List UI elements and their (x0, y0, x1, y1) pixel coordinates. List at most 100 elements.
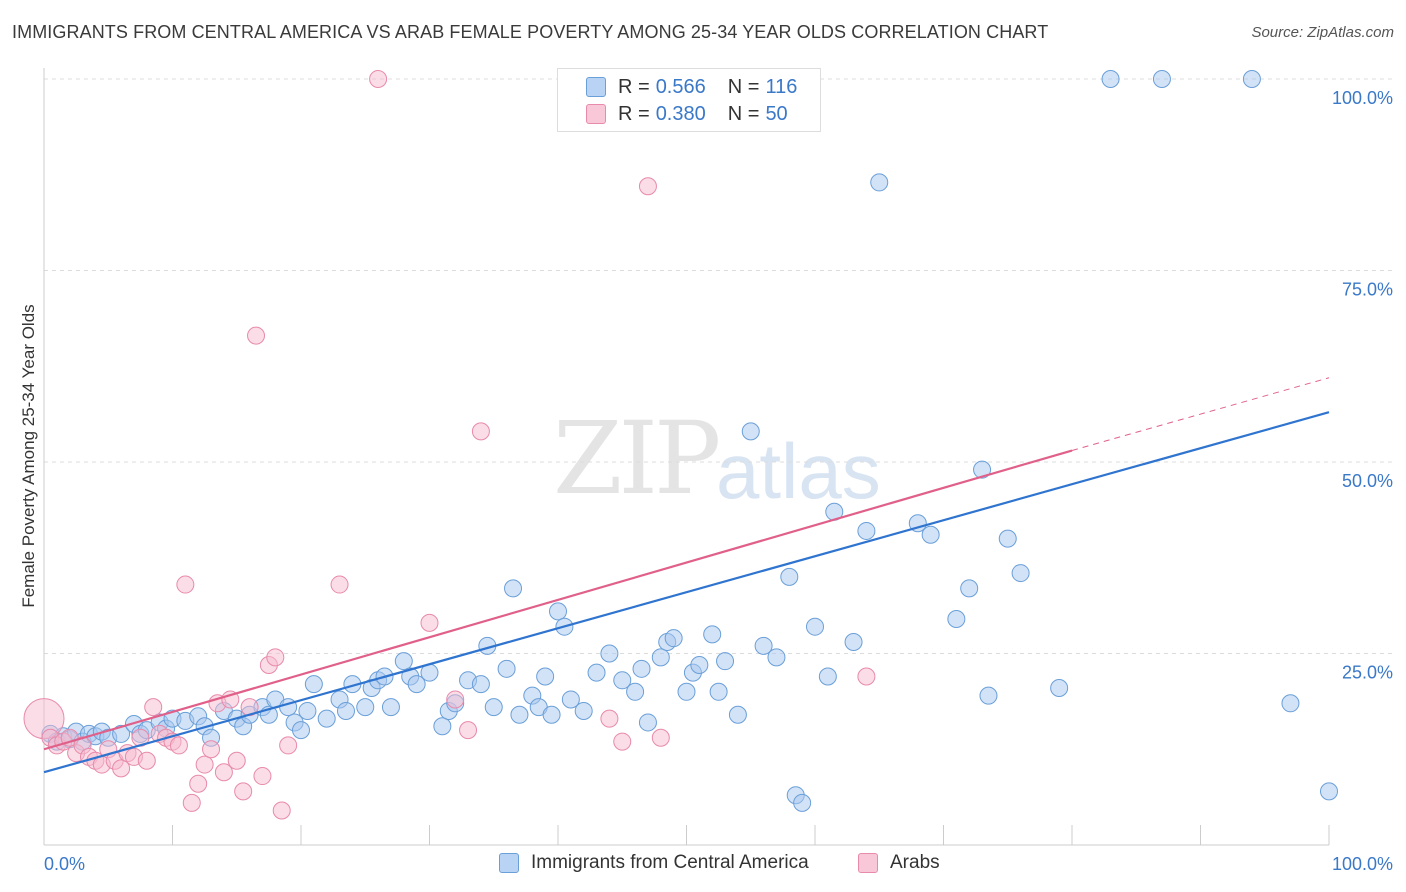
bottom-legend-pink: Arabs (858, 850, 940, 876)
bottom-legend-swatch-blue (499, 853, 519, 873)
data-point-arabs (446, 690, 465, 709)
bottom-legend-label-pink: Arabs (890, 852, 940, 873)
data-point-arabs (330, 575, 349, 594)
data-point-central-america (561, 690, 580, 709)
data-point-arabs (279, 736, 298, 755)
y-axis-title: Female Poverty Among 25-34 Year Olds (19, 304, 38, 607)
data-point-central-america (632, 659, 651, 678)
data-point-central-america (767, 648, 786, 667)
data-point-central-america (304, 675, 323, 694)
data-point-central-america (638, 713, 657, 732)
data-point-central-america (574, 701, 593, 720)
trend-layer (43, 377, 1330, 774)
data-point-arabs (189, 774, 208, 793)
data-point-central-america (754, 636, 773, 655)
data-point-central-america (433, 717, 452, 736)
y-tick-label: 50.0% (1342, 471, 1393, 491)
data-point-central-america (979, 686, 998, 705)
data-point-central-america (613, 671, 632, 690)
data-point-central-america (298, 701, 317, 720)
data-point-central-america (536, 667, 555, 686)
legend-row-pink: R = 0.380 N = 50 (586, 102, 788, 126)
data-point-arabs (613, 732, 632, 751)
bottom-legend-label-blue: Immigrants from Central America (531, 852, 809, 873)
data-point-central-america (356, 698, 375, 717)
data-point-central-america (497, 659, 516, 678)
data-point-arabs (227, 751, 246, 770)
legend-n-label: N = (727, 75, 760, 98)
data-point-central-america (806, 617, 824, 636)
data-point-arabs (369, 70, 388, 88)
data-point-central-america (780, 567, 799, 586)
data-point-arabs (459, 721, 478, 740)
data-point-central-america (728, 705, 747, 724)
data-point-central-america (709, 682, 728, 701)
data-point-central-america (677, 682, 696, 701)
data-point-central-america (542, 705, 561, 724)
data-point-arabs (253, 767, 272, 786)
data-point-central-america (973, 460, 992, 479)
source-label: Source: ZipAtlas.com (1251, 24, 1394, 41)
data-point-arabs (272, 801, 291, 820)
data-point-central-america (471, 675, 490, 694)
data-point-central-america (1152, 70, 1171, 88)
label-layer: 25.0% 50.0% 75.0% 100.0% 0.0% 100.0% Female Po… (19, 88, 1393, 874)
data-point-central-america (484, 698, 503, 717)
data-point-arabs (266, 648, 285, 667)
legend-swatch-pink (586, 104, 606, 124)
legend-row-blue: R = 0.566 N = 116 (586, 75, 797, 99)
data-point-central-america (960, 579, 979, 598)
data-point-arabs (137, 751, 156, 770)
data-point-central-america (703, 625, 722, 644)
legend-box: R = 0.566 N = 116 R = 0.380 N = 50 (557, 68, 821, 132)
watermark-zip: ZIP (553, 400, 721, 517)
data-point-central-america (947, 610, 966, 629)
data-point-central-america (998, 529, 1017, 548)
data-point-central-america (793, 793, 812, 812)
data-point-central-america (664, 629, 683, 648)
legend-n-label: N = (727, 102, 760, 125)
data-point-central-america (600, 644, 619, 663)
data-point-central-america (549, 602, 567, 621)
data-point-arabs (857, 667, 876, 686)
x-tick-label: 0.0% (44, 854, 85, 874)
data-point-arabs (144, 698, 163, 717)
watermark-atlas: atlas (716, 427, 881, 515)
data-point-central-america (381, 698, 400, 717)
data-point-central-america (317, 709, 336, 728)
data-point-central-america (1281, 694, 1300, 713)
legend-r-value: 0.566 (655, 75, 706, 98)
data-point-arabs (182, 793, 201, 812)
points-layer (23, 70, 1338, 820)
chart-title: IMMIGRANTS FROM CENTRAL AMERICA VS ARAB … (12, 22, 1049, 42)
data-point-central-america (1242, 70, 1261, 88)
data-point-arabs (638, 177, 657, 196)
trend-line-central-america (43, 411, 1330, 774)
data-point-central-america (510, 705, 529, 724)
data-point-central-america (407, 675, 426, 694)
legend-n-value: 116 (765, 75, 798, 98)
data-point-central-america (626, 682, 645, 701)
data-point-central-america (870, 173, 889, 192)
data-point-arabs (214, 763, 233, 782)
bottom-legend-blue: Immigrants from Central America (499, 850, 809, 876)
data-point-central-america (587, 663, 606, 682)
data-point-central-america (1050, 678, 1069, 697)
grid-layer (44, 78, 1392, 654)
data-point-arabs (471, 422, 490, 441)
trend-line-arabs-extension (1071, 377, 1330, 451)
data-point-arabs (600, 709, 619, 728)
data-point-central-america (1320, 782, 1338, 801)
bottom-legend-swatch-pink (858, 853, 878, 873)
data-point-central-america (651, 648, 670, 667)
data-point-arabs (195, 755, 214, 774)
data-point-arabs (651, 728, 670, 747)
data-point-arabs (176, 575, 195, 594)
legend-r-value: 0.380 (655, 102, 706, 125)
legend-swatch-blue (586, 77, 606, 97)
data-point-central-america (921, 525, 940, 544)
data-point-arabs (112, 759, 131, 778)
data-point-central-america (716, 652, 735, 671)
trend-line-arabs (43, 449, 1073, 751)
